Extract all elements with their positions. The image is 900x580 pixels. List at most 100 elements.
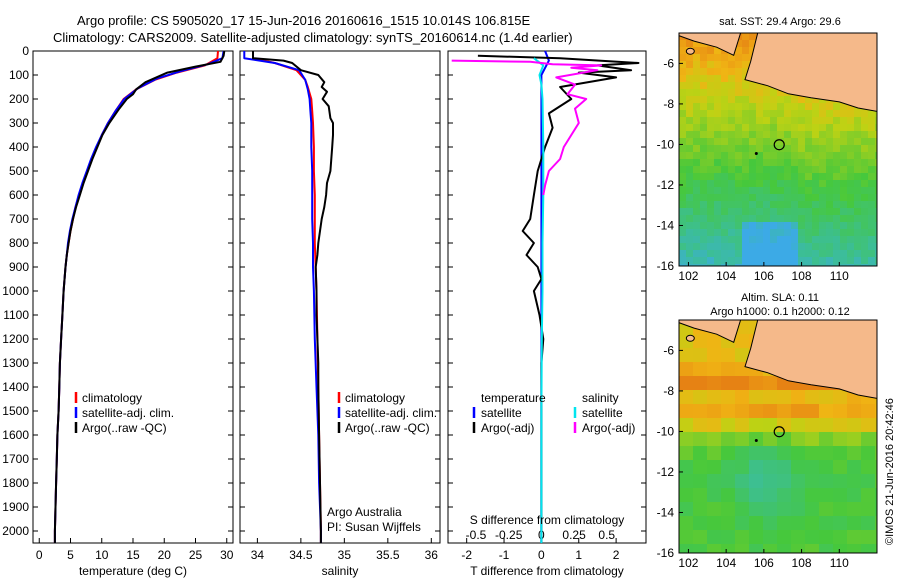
map-cell [721,488,736,503]
sst-map-panel: sat. SST: 29.4 Argo: 29.6 102 104 106 108 11… [657,16,878,283]
map-cell [714,264,722,266]
map-cell [721,152,729,160]
map-cell [686,110,694,118]
map-cell [847,474,862,489]
difference-legend-temperature: temperature satellite Argo(-adj) [472,391,546,435]
map-cell [805,208,813,216]
map-cell [735,89,743,97]
map-cell [861,502,876,517]
map-cell [847,159,855,167]
map-cell [847,460,862,475]
map-cell [805,187,813,195]
map-cell [868,222,876,230]
map-cell [826,201,834,209]
map-cell [833,488,848,503]
map-y-tick-label: -6 [663,56,674,70]
map-cell [875,215,877,223]
map-cell [875,180,877,188]
map-cell [700,229,708,237]
map-cell [763,488,778,503]
map-cell [707,173,715,181]
map-cell [735,208,743,216]
map-cell [728,124,736,132]
map-cell [749,530,764,545]
map-cell [875,257,877,265]
map-cell [749,215,757,223]
map-cell [721,215,729,223]
map-cell [833,257,841,265]
legend-label-s-satellite: satellite [582,406,623,420]
map-cell [679,96,687,104]
map-cell [735,145,743,153]
map-cell [763,418,778,433]
map-cell [791,243,799,251]
map-cell [833,117,841,125]
series-line-argo-adj- [477,54,640,543]
map-cell [714,222,722,230]
map-cell [756,215,764,223]
map-cell [847,236,855,244]
map-cell [763,446,778,461]
map-cell [728,208,736,216]
map-cell [714,75,722,83]
map-cell [847,145,855,153]
map-cell [679,47,687,55]
map-cell [847,110,855,118]
map-cell [714,145,722,153]
map-cell [749,376,764,391]
map-cell [819,446,834,461]
map-cell [784,103,792,111]
map-cell [749,257,757,265]
map-cell [819,145,827,153]
map-cell [756,152,764,160]
y-tick-label: 1900 [2,500,29,514]
map-cell [840,117,848,125]
map-cell [707,138,715,146]
map-cell [686,194,694,202]
map-cell [679,61,687,69]
map-cell [693,390,708,405]
map-cell [819,488,834,503]
map-cell [735,390,750,405]
map-cell [749,544,764,553]
map-cell [784,166,792,174]
map-cell [721,180,729,188]
map-cell [714,82,722,90]
map-cell [861,173,869,181]
map-cell [777,145,785,153]
map-cell [686,89,694,97]
map-cell [812,117,820,125]
map-cell [707,222,715,230]
map-cell [756,131,764,139]
map-cell [742,124,750,132]
map-cell [707,432,722,447]
map-cell [749,138,757,146]
map-cell [847,103,855,111]
map-cell [798,110,806,118]
map-cell [826,131,834,139]
map-cell [679,229,687,237]
map-cell [861,516,876,531]
map-cell [861,145,869,153]
map-cell [812,110,820,118]
map-cell [770,166,778,174]
map-cell [721,166,729,174]
map-cell [714,131,722,139]
map-cell [749,110,757,118]
map-cell [875,117,877,125]
map-cell [833,474,848,489]
sst-map-title: sat. SST: 29.4 Argo: 29.6 [719,16,841,28]
map-cell [861,229,869,237]
map-cell [728,173,736,181]
map-cell [693,334,708,349]
map-cell [847,432,862,447]
map-cell [749,502,764,517]
map-cell [714,103,722,111]
map-cell [819,390,834,405]
map-cell [686,236,694,244]
map-cell [714,187,722,195]
map-cell [833,145,841,153]
map-x-tick-label: 110 [830,269,849,283]
x-tick-label: 0 [36,548,43,562]
map-cell [735,446,750,461]
